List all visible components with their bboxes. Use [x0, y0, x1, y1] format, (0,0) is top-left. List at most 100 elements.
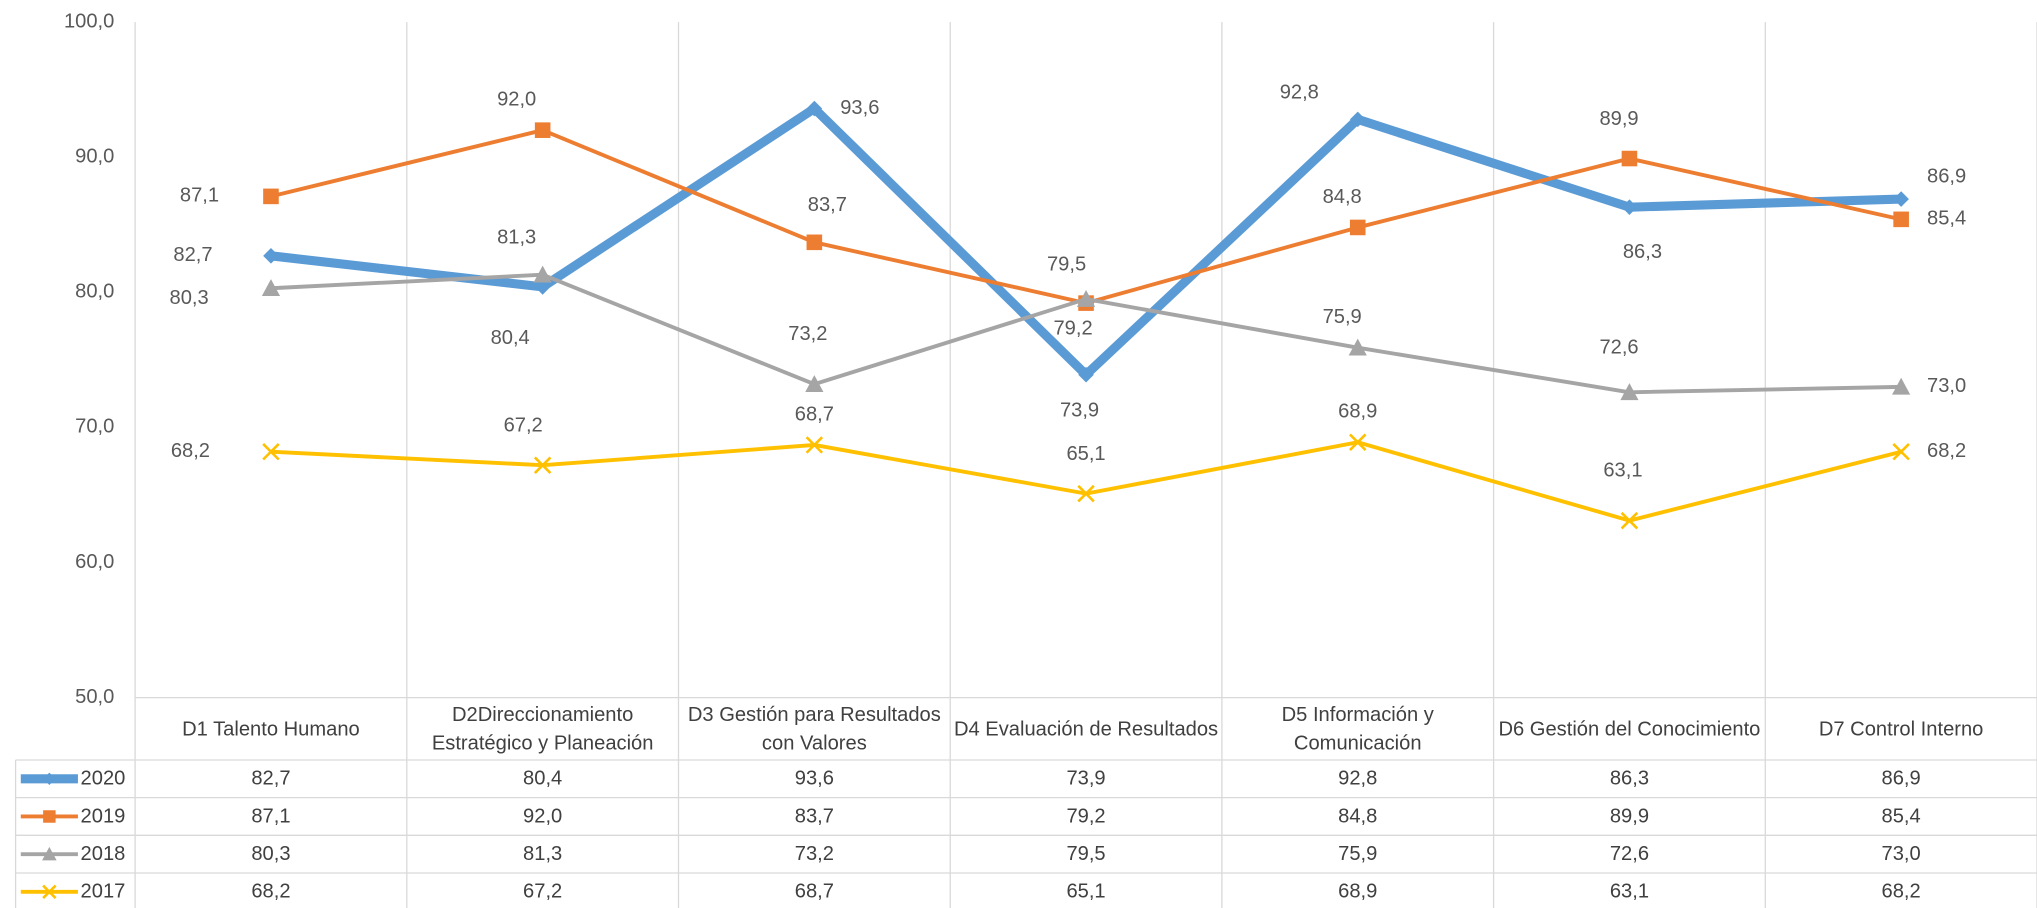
marker [533, 456, 552, 474]
marker [1349, 111, 1366, 128]
table-cell: 67,2 [523, 880, 563, 903]
table-cell: 80,4 [523, 767, 563, 790]
table-cell: 68,2 [251, 880, 291, 903]
marker [261, 279, 281, 297]
y-tick-label: 50,0 [75, 686, 114, 708]
marker [262, 443, 280, 461]
table-cell: 68,9 [1338, 880, 1378, 903]
table-cell: 86,3 [1609, 767, 1650, 790]
data-label: 85,4 [1927, 208, 1966, 230]
legend-marker [43, 810, 56, 823]
data-label: 84,8 [1323, 186, 1362, 208]
data-label: 92,8 [1280, 82, 1319, 104]
data-label: 81,3 [497, 227, 536, 249]
data-label: 68,2 [1927, 440, 1966, 462]
data-label: 68,2 [171, 440, 210, 462]
legend-marker [42, 884, 57, 899]
marker [1077, 484, 1095, 503]
marker [263, 188, 279, 205]
table-cell: 79,5 [1066, 842, 1106, 865]
data-label: 92,0 [497, 89, 536, 111]
marker [1078, 366, 1094, 383]
x-tick-label: D4 Evaluación de Resultados [953, 718, 1219, 741]
table-cell: 82,7 [251, 767, 291, 790]
legend-label: 2018 [80, 842, 126, 865]
marker [1620, 383, 1639, 401]
table-cell: 89,9 [1609, 804, 1650, 827]
table-cell: 86,9 [1881, 767, 1921, 790]
legend-label: 2019 [80, 804, 126, 827]
y-tick-label: 60,0 [75, 551, 114, 573]
data-label: 67,2 [504, 415, 543, 437]
table-cell: 93,6 [794, 767, 834, 790]
y-tick-label: 90,0 [75, 146, 114, 168]
data-label: 68,7 [795, 403, 834, 425]
table-cell: 63,1 [1609, 880, 1650, 903]
data-label: 73,9 [1060, 399, 1099, 421]
marker [1348, 338, 1367, 356]
marker [1076, 289, 1096, 307]
marker [805, 436, 824, 454]
data-label: 89,9 [1599, 108, 1638, 130]
marker [1893, 211, 1909, 228]
marker [534, 279, 551, 295]
marker [1349, 219, 1366, 236]
table-cell: 65,1 [1066, 880, 1106, 903]
table-cell: 75,9 [1338, 842, 1378, 865]
x-tick-label: D7 Control Interno [1818, 718, 1984, 741]
marker [1892, 443, 1910, 461]
y-tick-label: 80,0 [75, 281, 114, 303]
marker [1892, 377, 1911, 395]
table-cell: 80,3 [251, 842, 291, 865]
data-label: 80,4 [491, 327, 530, 349]
table-cell: 73,2 [794, 842, 834, 865]
marker [1621, 150, 1638, 167]
y-tick-label: 100,0 [64, 10, 114, 32]
x-tick-label: D2Direccionamiento Estratégico y Planeac… [431, 704, 654, 755]
data-label: 93,6 [840, 97, 879, 119]
table-cell: 79,2 [1066, 804, 1106, 827]
marker [1349, 433, 1367, 451]
data-label: 73,2 [788, 323, 827, 345]
data-label: 79,2 [1053, 317, 1092, 339]
data-label: 87,1 [180, 185, 219, 207]
marker [806, 234, 823, 251]
data-label: 82,7 [173, 244, 212, 266]
table-cell: 72,6 [1609, 842, 1650, 865]
data-label: 83,7 [808, 194, 847, 216]
data-label: 65,1 [1066, 443, 1105, 465]
table-cell: 92,0 [523, 804, 563, 827]
data-label: 73,0 [1927, 375, 1966, 397]
data-label: 68,9 [1338, 401, 1377, 423]
data-label: 72,6 [1599, 336, 1638, 358]
table-cell: 68,2 [1881, 880, 1921, 903]
y-tick-label: 70,0 [75, 416, 114, 438]
marker [1893, 191, 1909, 207]
data-label: 79,5 [1047, 254, 1086, 276]
table-cell: 73,9 [1066, 767, 1106, 790]
data-label: 80,3 [170, 287, 209, 309]
x-tick-label: D3 Gestión para Resultados con Valores [687, 704, 941, 755]
marker [533, 265, 552, 283]
table-cell: 84,8 [1338, 804, 1378, 827]
marker [263, 248, 279, 264]
table-cell: 85,4 [1881, 804, 1921, 827]
table-cell: 68,7 [794, 880, 834, 903]
marker [805, 375, 824, 392]
marker [1621, 199, 1638, 215]
x-tick-label: D5 Información y Comunicación [1281, 704, 1434, 755]
data-label: 75,9 [1323, 306, 1362, 328]
data-label: 86,9 [1927, 165, 1966, 187]
marker [534, 122, 551, 138]
table-cell: 92,8 [1338, 767, 1378, 790]
data-label: 63,1 [1603, 460, 1642, 482]
table-cell: 87,1 [251, 804, 291, 827]
data-label: 86,3 [1623, 241, 1662, 263]
table-cell: 73,0 [1881, 842, 1921, 865]
legend-marker [42, 846, 57, 861]
legend-label: 2020 [80, 767, 126, 790]
table-cell: 83,7 [794, 804, 834, 827]
legend-label: 2017 [80, 880, 126, 903]
